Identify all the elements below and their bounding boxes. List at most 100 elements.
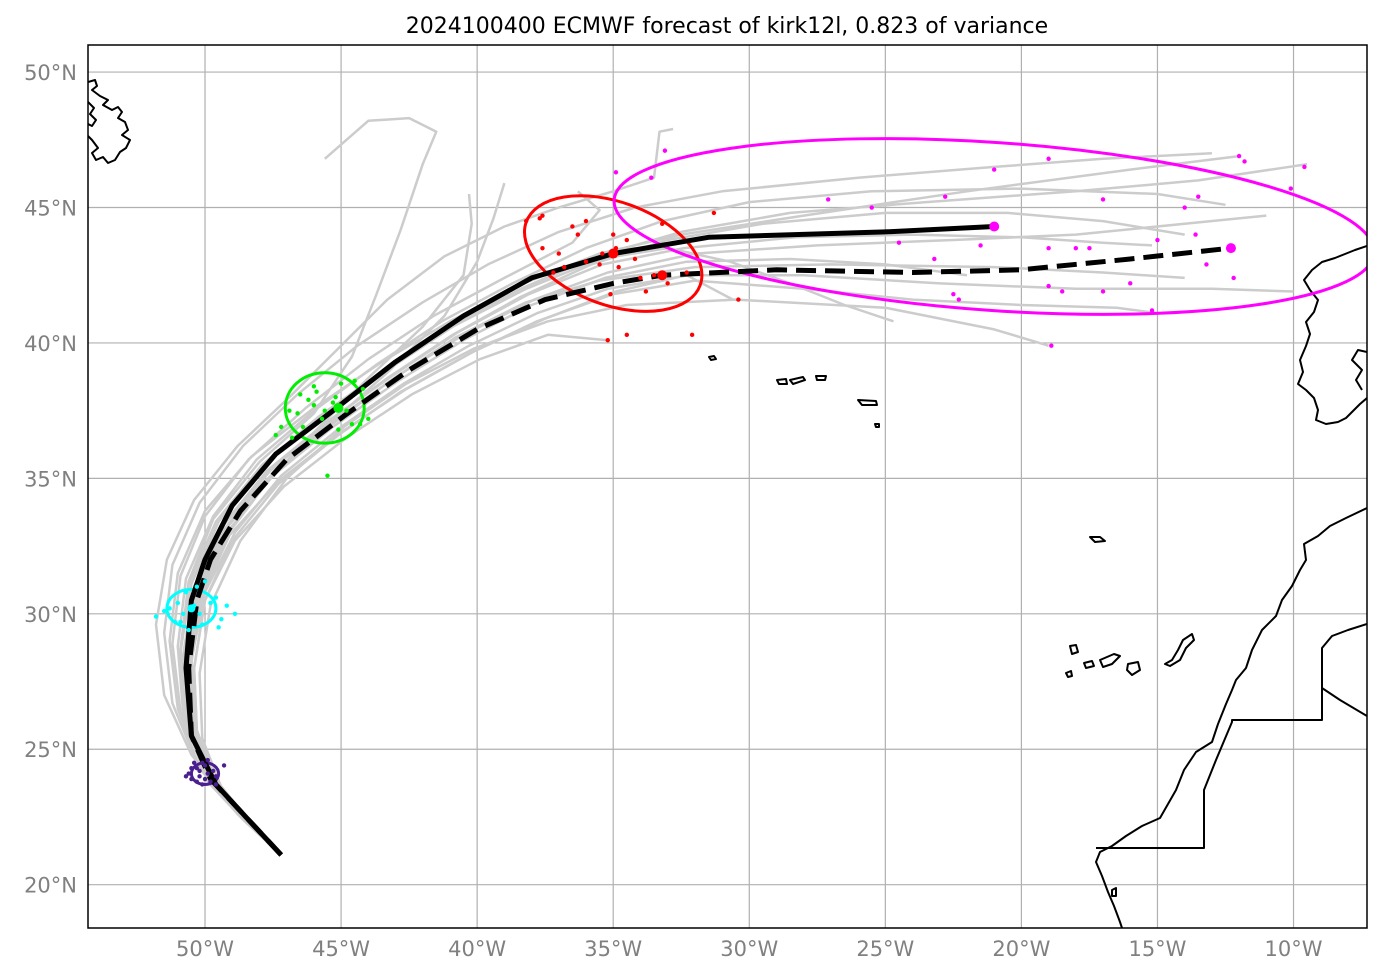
x-tick-label: 10°W bbox=[1265, 937, 1323, 961]
plot-frame bbox=[87, 44, 1368, 929]
island-madeira bbox=[1089, 536, 1106, 543]
ensemble-point-t1 bbox=[189, 765, 194, 771]
ensemble-point-t3 bbox=[295, 411, 300, 416]
coastlines bbox=[88, 79, 1367, 928]
ensemble-point-t3 bbox=[287, 408, 292, 413]
deterministic-endpoint bbox=[1225, 243, 1236, 254]
ensemble-point-t2 bbox=[172, 619, 178, 625]
ensemble-point-t4 bbox=[689, 332, 695, 338]
island-canary-6 bbox=[1164, 633, 1195, 667]
uncertainty-ellipse-t3 bbox=[283, 371, 366, 445]
island-azores-3 bbox=[789, 376, 806, 385]
ensemble-track bbox=[192, 279, 1158, 856]
x-tick-label: 35°W bbox=[584, 937, 642, 961]
t2-mean-marker bbox=[187, 604, 196, 613]
ensemble-point-t1 bbox=[202, 763, 208, 768]
x-tick-label: 15°W bbox=[1128, 937, 1186, 961]
island-canary-4 bbox=[1126, 661, 1141, 676]
ensemble-point-t2 bbox=[194, 584, 200, 589]
ensemble-point-t3 bbox=[325, 473, 330, 478]
ensemble-track bbox=[190, 273, 734, 856]
ensemble-point-t3 bbox=[300, 424, 306, 430]
y-tick-label: 45°N bbox=[24, 197, 77, 221]
ensemble-point-t4 bbox=[583, 259, 589, 264]
ensemble-point-t5 bbox=[613, 170, 619, 175]
island-azores-1 bbox=[708, 355, 717, 361]
coastline-newfoundland-2 bbox=[88, 101, 97, 127]
ensemble-point-t1 bbox=[191, 760, 197, 765]
ensemble-point-t4 bbox=[556, 251, 561, 256]
x-tick-label: 50°W bbox=[176, 937, 234, 961]
t4-det-marker bbox=[657, 270, 668, 281]
ensemble-point-t1 bbox=[197, 768, 202, 774]
y-tick-label: 50°N bbox=[24, 61, 77, 85]
plot-area bbox=[88, 45, 1367, 928]
x-tick-label: 20°W bbox=[992, 937, 1050, 961]
border-africa-1 bbox=[1096, 623, 1367, 849]
coastline-africa bbox=[1095, 507, 1367, 928]
island-azores-2 bbox=[776, 378, 788, 385]
ensemble-point-t5 bbox=[991, 167, 997, 172]
ensemble-point-t3 bbox=[279, 424, 284, 430]
border-iberia bbox=[1351, 349, 1367, 391]
coastline-africa-2 bbox=[1111, 887, 1117, 897]
x-tick-label: 25°W bbox=[856, 937, 914, 961]
ensemble-point-t4 bbox=[651, 273, 657, 278]
ensemble-point-t4 bbox=[562, 264, 567, 270]
coastline-newfoundland bbox=[88, 79, 131, 164]
ensemble-point-t2 bbox=[178, 619, 183, 625]
ensemble-point-t4 bbox=[684, 270, 689, 275]
coastline-iberia bbox=[1297, 245, 1367, 425]
ensemble-point-t5 bbox=[1087, 245, 1092, 251]
border-africa-2 bbox=[1321, 687, 1367, 717]
ensemble-point-t3 bbox=[306, 397, 311, 403]
ensemble-point-t1 bbox=[205, 757, 210, 763]
ensemble-point-t1 bbox=[194, 779, 200, 784]
ensemble-point-t5 bbox=[1046, 245, 1051, 251]
ensemble-point-t3 bbox=[289, 435, 295, 440]
ensemble-point-t3 bbox=[298, 392, 303, 397]
ensemble-point-t4 bbox=[597, 262, 602, 267]
ensemble-point-t3 bbox=[311, 384, 317, 389]
ensemble-tracks bbox=[154, 116, 1308, 856]
ensemble-point-t5 bbox=[825, 197, 831, 202]
ensemble-point-t5 bbox=[1196, 194, 1201, 199]
ensemble-point-t1 bbox=[197, 774, 202, 779]
ensemble-point-t3 bbox=[314, 389, 319, 394]
x-tick-label: 40°W bbox=[448, 937, 506, 961]
ensemble-point-t2 bbox=[161, 608, 167, 614]
ensemble-point-t2 bbox=[181, 611, 186, 617]
ensemble-point-t2 bbox=[224, 603, 229, 608]
ensemble-point-t3 bbox=[352, 378, 357, 384]
ensemble-point-t2 bbox=[208, 600, 213, 606]
ensemble-point-t1 bbox=[208, 779, 213, 784]
ensemble-point-t3 bbox=[357, 422, 363, 427]
island-azores-5 bbox=[857, 399, 878, 406]
ensemble-point-t1 bbox=[200, 782, 205, 787]
ensemble-point-t2 bbox=[216, 625, 221, 630]
ensemble-point-t5 bbox=[1242, 159, 1247, 164]
ensemble-point-t2 bbox=[197, 611, 202, 617]
ensemble-point-t2 bbox=[202, 579, 208, 584]
island-azores-6 bbox=[874, 423, 880, 428]
ensemble-point-t4 bbox=[711, 210, 717, 216]
ensemble-point-t2 bbox=[219, 617, 224, 622]
ensemble-track bbox=[162, 152, 1212, 856]
ensemble-point-t2 bbox=[232, 611, 238, 617]
ensemble-point-t1 bbox=[213, 774, 219, 779]
ensemble-point-t5 bbox=[1100, 289, 1106, 294]
ensemble-point-t4 bbox=[665, 281, 670, 286]
ensemble-point-t1 bbox=[202, 776, 208, 782]
ensemble-point-t4 bbox=[575, 232, 581, 237]
island-canary-1 bbox=[1069, 644, 1079, 655]
ensemble-point-t3 bbox=[344, 408, 349, 413]
ensemble-track bbox=[187, 257, 968, 856]
ensemble-point-t5 bbox=[1182, 205, 1187, 210]
ensemble-point-t1 bbox=[186, 771, 191, 776]
ensemble-point-t1 bbox=[210, 768, 216, 774]
ensemble-point-t5 bbox=[1149, 308, 1155, 313]
ensemble-point-t2 bbox=[213, 595, 219, 600]
ensemble-point-t1 bbox=[200, 760, 205, 765]
y-tick-label: 20°N bbox=[24, 874, 77, 898]
ensemble-point-t1 bbox=[221, 763, 227, 768]
